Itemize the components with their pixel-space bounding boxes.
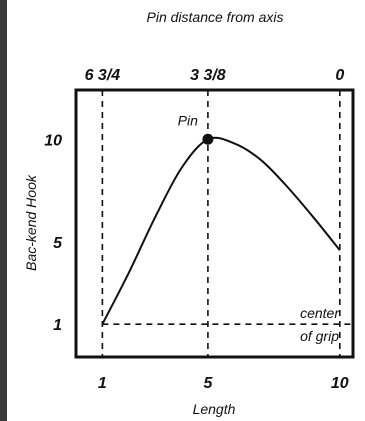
- y-axis-label: Bac-kend Hook: [23, 174, 39, 271]
- y-tick-label-1: 5: [53, 235, 63, 252]
- left-border-rule: [0, 0, 7, 421]
- plot-frame: [74, 88, 355, 359]
- pin-label: Pin: [178, 112, 198, 128]
- curve-layer: [101, 133, 341, 325]
- top-tick-label-0: 6 3/4: [85, 67, 121, 84]
- x-tick-label-0: 1: [98, 375, 107, 392]
- chart-top-title: Pin distance from axis: [147, 9, 284, 25]
- top-tick-label-2: 0: [335, 67, 344, 84]
- center-of-grip-label-line2: of grip: [300, 328, 339, 344]
- y-tick-label-2: 10: [44, 132, 62, 149]
- pin-marker: [202, 133, 214, 145]
- x-axis-ticks: 1 5 10: [98, 375, 349, 392]
- center-of-grip-label-line1: center: [300, 305, 340, 321]
- y-tick-label-0: 1: [53, 317, 62, 334]
- x-tick-label-2: 10: [331, 375, 349, 392]
- top-tick-label-1: 3 3/8: [190, 67, 226, 84]
- x-tick-label-1: 5: [203, 375, 213, 392]
- top-axis-ticks: 6 3/4 3 3/8 0: [85, 67, 345, 84]
- hook-curve: [101, 136, 341, 325]
- annotations: Pin center of grip: [178, 112, 341, 344]
- x-axis-label: Length: [193, 401, 236, 417]
